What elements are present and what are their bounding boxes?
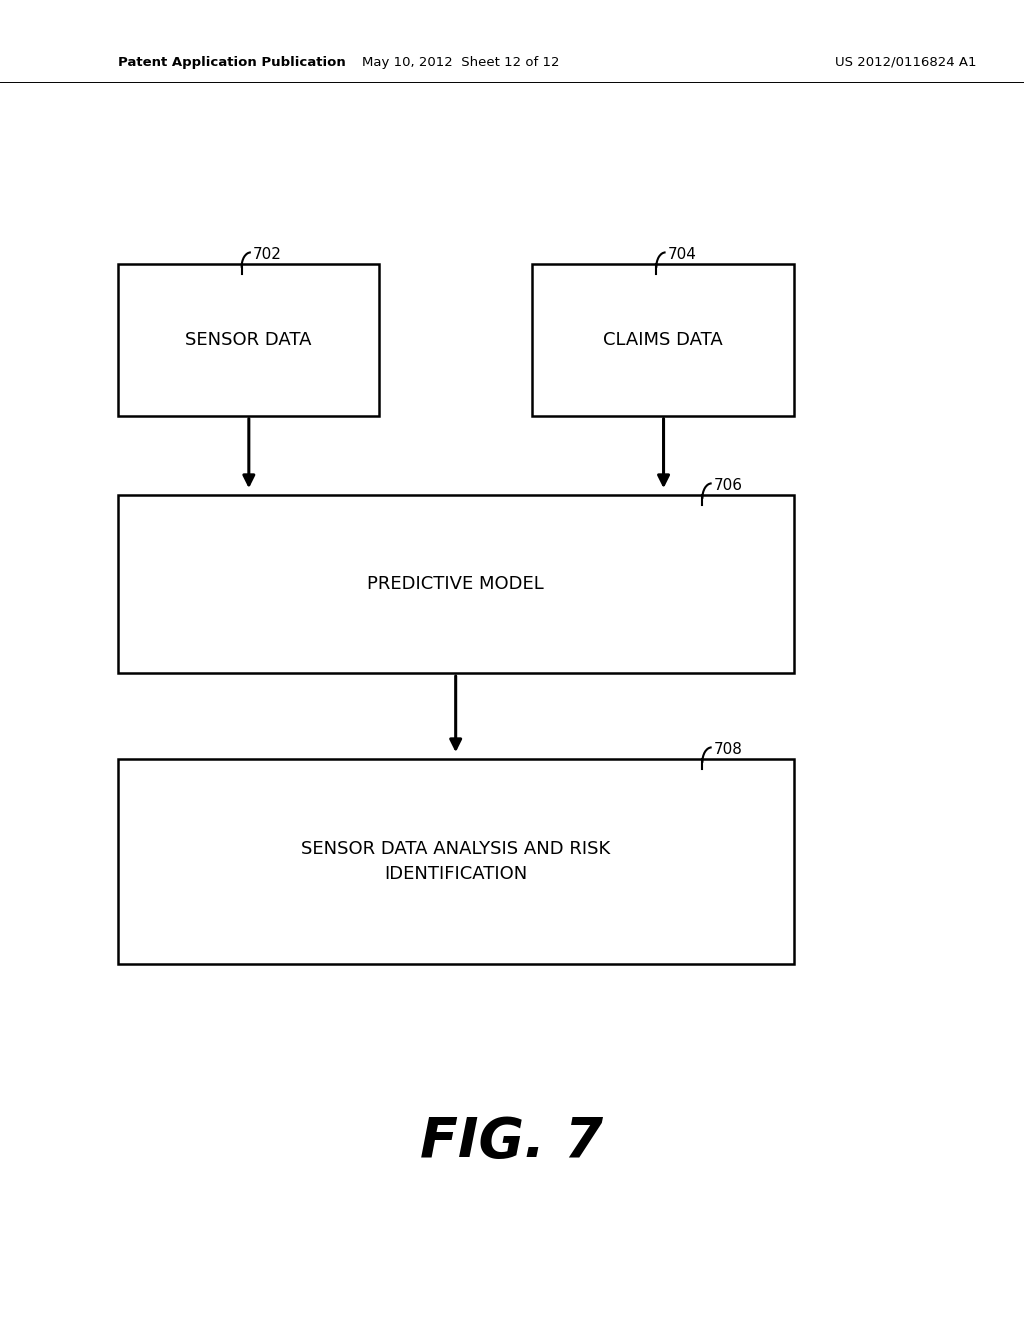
Bar	[118, 495, 794, 673]
Text: CLAIMS DATA: CLAIMS DATA	[603, 331, 723, 348]
Text: FIG. 7: FIG. 7	[421, 1115, 603, 1168]
Text: 706: 706	[714, 478, 742, 494]
Text: 704: 704	[668, 247, 696, 263]
Text: Patent Application Publication: Patent Application Publication	[118, 55, 345, 69]
Bar	[118, 759, 794, 964]
Text: 702: 702	[253, 247, 282, 263]
Text: US 2012/0116824 A1: US 2012/0116824 A1	[836, 55, 977, 69]
Bar	[532, 264, 794, 416]
Text: PREDICTIVE MODEL: PREDICTIVE MODEL	[368, 576, 544, 593]
Text: SENSOR DATA: SENSOR DATA	[185, 331, 311, 348]
Text: 708: 708	[714, 742, 742, 758]
Text: SENSOR DATA ANALYSIS AND RISK
IDENTIFICATION: SENSOR DATA ANALYSIS AND RISK IDENTIFICA…	[301, 840, 610, 883]
Text: May 10, 2012  Sheet 12 of 12: May 10, 2012 Sheet 12 of 12	[362, 55, 559, 69]
Bar	[118, 264, 379, 416]
